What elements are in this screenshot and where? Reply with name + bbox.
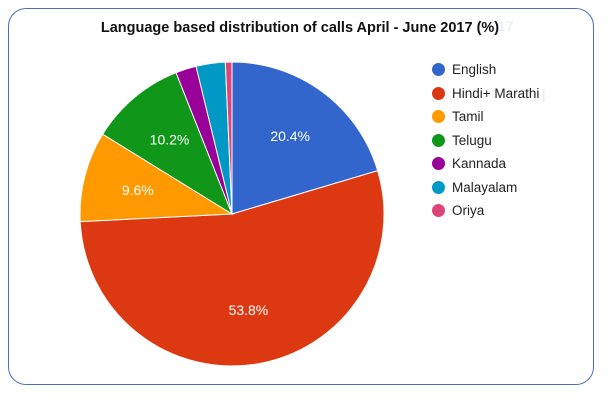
slice-label-english: 20.4% (270, 128, 310, 144)
pie-slice-english (231, 61, 379, 215)
legend-label: Oriya (452, 203, 485, 219)
legend-swatch-icon (432, 133, 445, 147)
pie-slice-hindi-marathi (79, 170, 385, 367)
legend-item-oriya: Oriya (432, 199, 539, 223)
slice-label-telugu: 10.2% (150, 131, 190, 147)
legend-label: English (452, 62, 497, 78)
slice-label-hindi-marathi: 53.8% (229, 302, 269, 318)
legend-swatch-icon (432, 157, 445, 171)
legend-label: Malayalam (452, 179, 518, 195)
legend-item-english: English (432, 58, 539, 82)
legend-label: Kannada (452, 156, 507, 172)
legend-label: Telugu (452, 132, 492, 148)
pie-slice-telugu (101, 72, 234, 216)
pie-slice-oriya (224, 61, 233, 215)
legend-swatch-icon (432, 86, 445, 100)
legend-item-telugu: Telugu (432, 129, 539, 153)
legend-label: Hindi+ Marathi (452, 85, 540, 101)
pie-slice-tamil (79, 133, 234, 223)
legend-swatch-icon (432, 110, 445, 124)
legend-swatch-icon (432, 204, 445, 218)
slice-label-tamil: 9.6% (122, 182, 154, 198)
legend-swatch-icon (432, 63, 445, 77)
legend-swatch-icon (432, 180, 445, 194)
background-artifact: | (542, 86, 546, 102)
legend-label: Tamil (452, 109, 484, 125)
legend-item-kannada: Kannada (432, 152, 539, 176)
chart-title: Language based distribution of calls Apr… (100, 20, 500, 36)
chart-legend: English Hindi+ Marathi Tamil Telugu Kannada M… (432, 58, 539, 223)
background-artifact: 17 (498, 18, 514, 34)
legend-item-tamil: Tamil (432, 105, 539, 129)
legend-item-hindi-marathi: Hindi+ Marathi (432, 82, 539, 106)
legend-item-malayalam: Malayalam (432, 176, 539, 200)
